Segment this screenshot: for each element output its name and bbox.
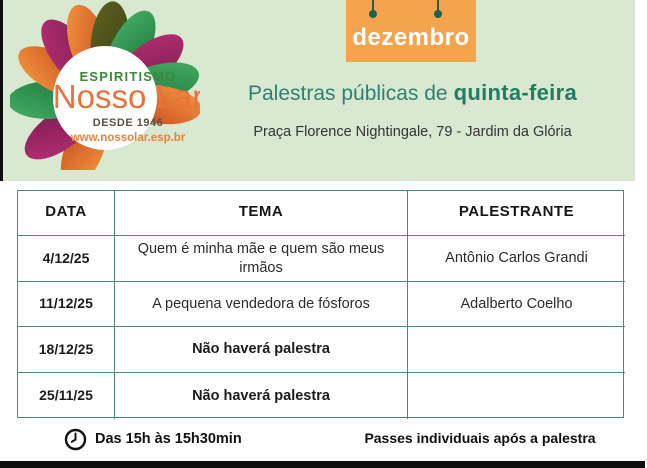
nosso-lar-logo: ESPIRITISMO Nosso Lar DESDE 1946 www.nos…	[10, 1, 200, 170]
row-4-date: 25/11/25	[18, 373, 115, 419]
footer-time-group: Das 15h às 15h30min	[64, 427, 242, 451]
page-title: Palestras públicas de quinta-feira	[190, 80, 635, 106]
logo-espiritismo-label: ESPIRITISMO	[80, 69, 177, 84]
row-2-date: 11/12/25	[18, 282, 115, 327]
month-label: dezembro	[352, 24, 470, 51]
bottom-edge-bar	[0, 461, 645, 468]
title-regular: Palestras públicas de	[247, 82, 448, 105]
address: Praça Florence Nightingale, 79 - Jardim …	[253, 124, 572, 140]
row-3-speaker	[408, 327, 625, 373]
row-1-theme: Quem é minha mãe e quem são meus irmãos	[115, 236, 408, 282]
logo-website: www.nossolar.esp.br	[70, 132, 186, 144]
title-weekday: quinta-feira	[453, 80, 577, 105]
column-header-tema: TEMA	[115, 191, 408, 236]
left-edge-bar	[0, 0, 3, 181]
row-4-theme: Não haverá palestra	[115, 373, 408, 419]
row-3-date: 18/12/25	[18, 327, 115, 373]
logo-name: Nosso Lar	[53, 78, 200, 115]
pin-dot	[434, 10, 442, 18]
lecture-time: Das 15h às 15h30min	[95, 431, 242, 447]
clock-icon	[64, 428, 87, 450]
column-header-palestrante: PALESTRANTE	[408, 191, 625, 236]
column-header-data: DATA	[18, 191, 115, 236]
row-2-theme: A pequena vendedora de fósforos	[115, 282, 408, 327]
row-2-speaker: Adalberto Coelho	[408, 282, 625, 327]
pin-dot	[369, 10, 377, 18]
pin-line	[437, 0, 439, 11]
row-3-theme: Não haverá palestra	[115, 327, 408, 373]
row-4-speaker	[408, 373, 625, 419]
month-banner: dezembro	[346, 0, 476, 62]
row-1-speaker: Antônio Carlos Grandi	[408, 236, 625, 282]
logo-circle	[53, 46, 157, 150]
pin-line	[372, 0, 374, 11]
lecture-table: DATA TEMA PALESTRANTE 4/12/25 Quem é min…	[17, 190, 625, 419]
row-1-date: 4/12/25	[18, 236, 115, 282]
passes-note: Passes individuais após a palestra	[364, 430, 596, 446]
logo-since: DESDE 1946	[93, 117, 163, 129]
